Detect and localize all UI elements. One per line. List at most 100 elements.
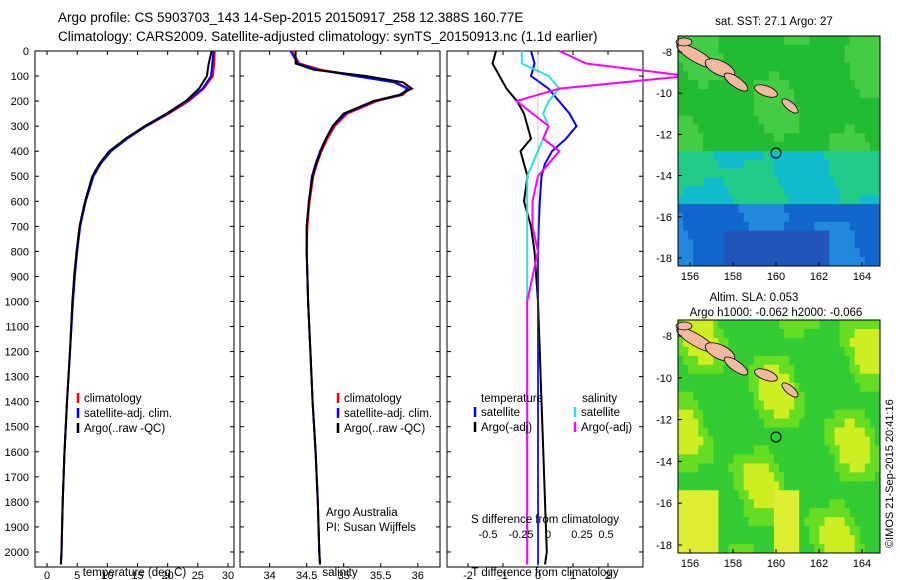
map-cell — [814, 481, 820, 491]
map-cell — [814, 517, 820, 527]
map-cell — [688, 151, 694, 161]
map-cell — [819, 124, 825, 134]
map-cell — [708, 355, 714, 366]
map-cell — [728, 257, 735, 267]
map-cell — [859, 62, 866, 72]
map-cell — [718, 364, 724, 375]
map-cell — [784, 168, 790, 179]
map-cell — [753, 257, 760, 267]
map-cell — [708, 382, 714, 393]
map-cell — [784, 391, 790, 402]
map-cell — [849, 544, 856, 554]
map-cell — [723, 124, 729, 134]
map-cell — [839, 544, 846, 554]
map-cell — [763, 124, 770, 134]
map-cell — [753, 355, 760, 366]
map-cell — [753, 62, 760, 72]
map-cell — [688, 248, 694, 258]
map-cell — [829, 517, 836, 527]
sst-map-title: sat. SST: 27.1 Argo: 27 — [715, 16, 833, 28]
map-cell — [678, 445, 684, 455]
map-cell — [693, 230, 699, 240]
map-cell — [839, 382, 846, 393]
map-cell — [789, 142, 795, 152]
map-cell — [834, 409, 841, 420]
map-cell — [859, 445, 866, 455]
map-cell — [688, 89, 694, 99]
map-cell — [869, 106, 876, 117]
map-cell — [698, 328, 704, 339]
map-cell — [794, 115, 800, 125]
map-cell — [789, 481, 795, 491]
map-cell — [708, 257, 714, 267]
map-cell — [864, 124, 871, 134]
map-cell — [718, 400, 724, 411]
map-cell — [763, 106, 770, 117]
map-cell — [753, 248, 760, 258]
map-cell — [844, 463, 851, 473]
map-cell — [859, 159, 866, 170]
map-cell — [743, 257, 750, 267]
map-cell — [824, 328, 830, 339]
map-cell — [718, 230, 724, 240]
map-cell — [834, 106, 841, 117]
map-cell — [874, 186, 881, 196]
map-cell — [874, 346, 881, 357]
map-cell — [794, 346, 800, 357]
map-cell — [824, 499, 830, 509]
map-cell — [864, 36, 871, 46]
map-cell — [854, 186, 861, 196]
map-cell — [779, 526, 785, 536]
map-cell — [784, 221, 790, 232]
map-cell — [849, 499, 856, 509]
map-cell — [728, 186, 735, 196]
map-cell — [753, 212, 760, 223]
map-cell — [789, 544, 795, 554]
map-cell — [773, 355, 780, 366]
map-cell — [874, 168, 881, 179]
map-cell — [779, 257, 785, 267]
map-cell — [859, 382, 866, 393]
map-cell — [703, 168, 709, 179]
map-cell — [768, 463, 775, 473]
map-cell — [678, 463, 684, 473]
map-cell — [874, 106, 881, 117]
map-cell — [844, 106, 851, 117]
map-cell — [874, 115, 881, 125]
map-cell — [779, 472, 785, 482]
map-cell — [753, 391, 760, 402]
map-cell — [718, 320, 724, 330]
map-cell — [708, 71, 714, 81]
map-cell — [854, 168, 861, 179]
map-cell — [789, 526, 795, 536]
map-cell — [693, 204, 699, 214]
map-cell — [738, 499, 745, 509]
map-cell — [708, 89, 714, 99]
map-cell — [814, 436, 820, 446]
map-cell — [804, 195, 810, 205]
map-cell — [683, 382, 689, 393]
map-cell — [758, 418, 765, 429]
map-cell — [784, 472, 790, 482]
map-cell — [869, 337, 876, 348]
map-cell — [874, 382, 881, 393]
map-cell — [698, 89, 704, 99]
map-cell — [839, 71, 846, 81]
map-cell — [728, 204, 735, 214]
map-cell — [809, 257, 815, 267]
map-cell — [844, 472, 851, 482]
map-cell — [758, 320, 765, 330]
map-cell — [814, 159, 820, 170]
map-cell — [698, 239, 704, 249]
map-cell — [844, 355, 851, 366]
map-cell — [683, 195, 689, 205]
map-cell — [834, 463, 841, 473]
map-cell — [758, 526, 765, 536]
map-cell — [874, 89, 881, 99]
map-cell — [683, 106, 689, 117]
map-cell — [708, 472, 714, 482]
map-cell — [874, 463, 881, 473]
map-cell — [809, 133, 815, 143]
map-cell — [713, 212, 719, 223]
map-cell — [794, 80, 800, 90]
